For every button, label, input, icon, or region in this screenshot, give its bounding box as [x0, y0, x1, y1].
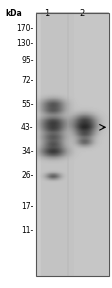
Text: 34-: 34- — [21, 147, 34, 156]
Text: 43-: 43- — [21, 123, 34, 132]
Text: 11-: 11- — [21, 226, 34, 235]
Text: 1: 1 — [44, 9, 50, 18]
Text: 72-: 72- — [21, 75, 34, 85]
Text: 17-: 17- — [21, 202, 34, 211]
Bar — [36, 13, 109, 276]
Text: 26-: 26- — [21, 170, 34, 180]
Text: 170-: 170- — [16, 24, 34, 33]
Text: 95-: 95- — [21, 56, 34, 65]
Text: 55-: 55- — [21, 100, 34, 109]
Text: 130-: 130- — [16, 39, 34, 48]
Text: kDa: kDa — [6, 9, 22, 18]
Text: 2: 2 — [79, 9, 84, 18]
